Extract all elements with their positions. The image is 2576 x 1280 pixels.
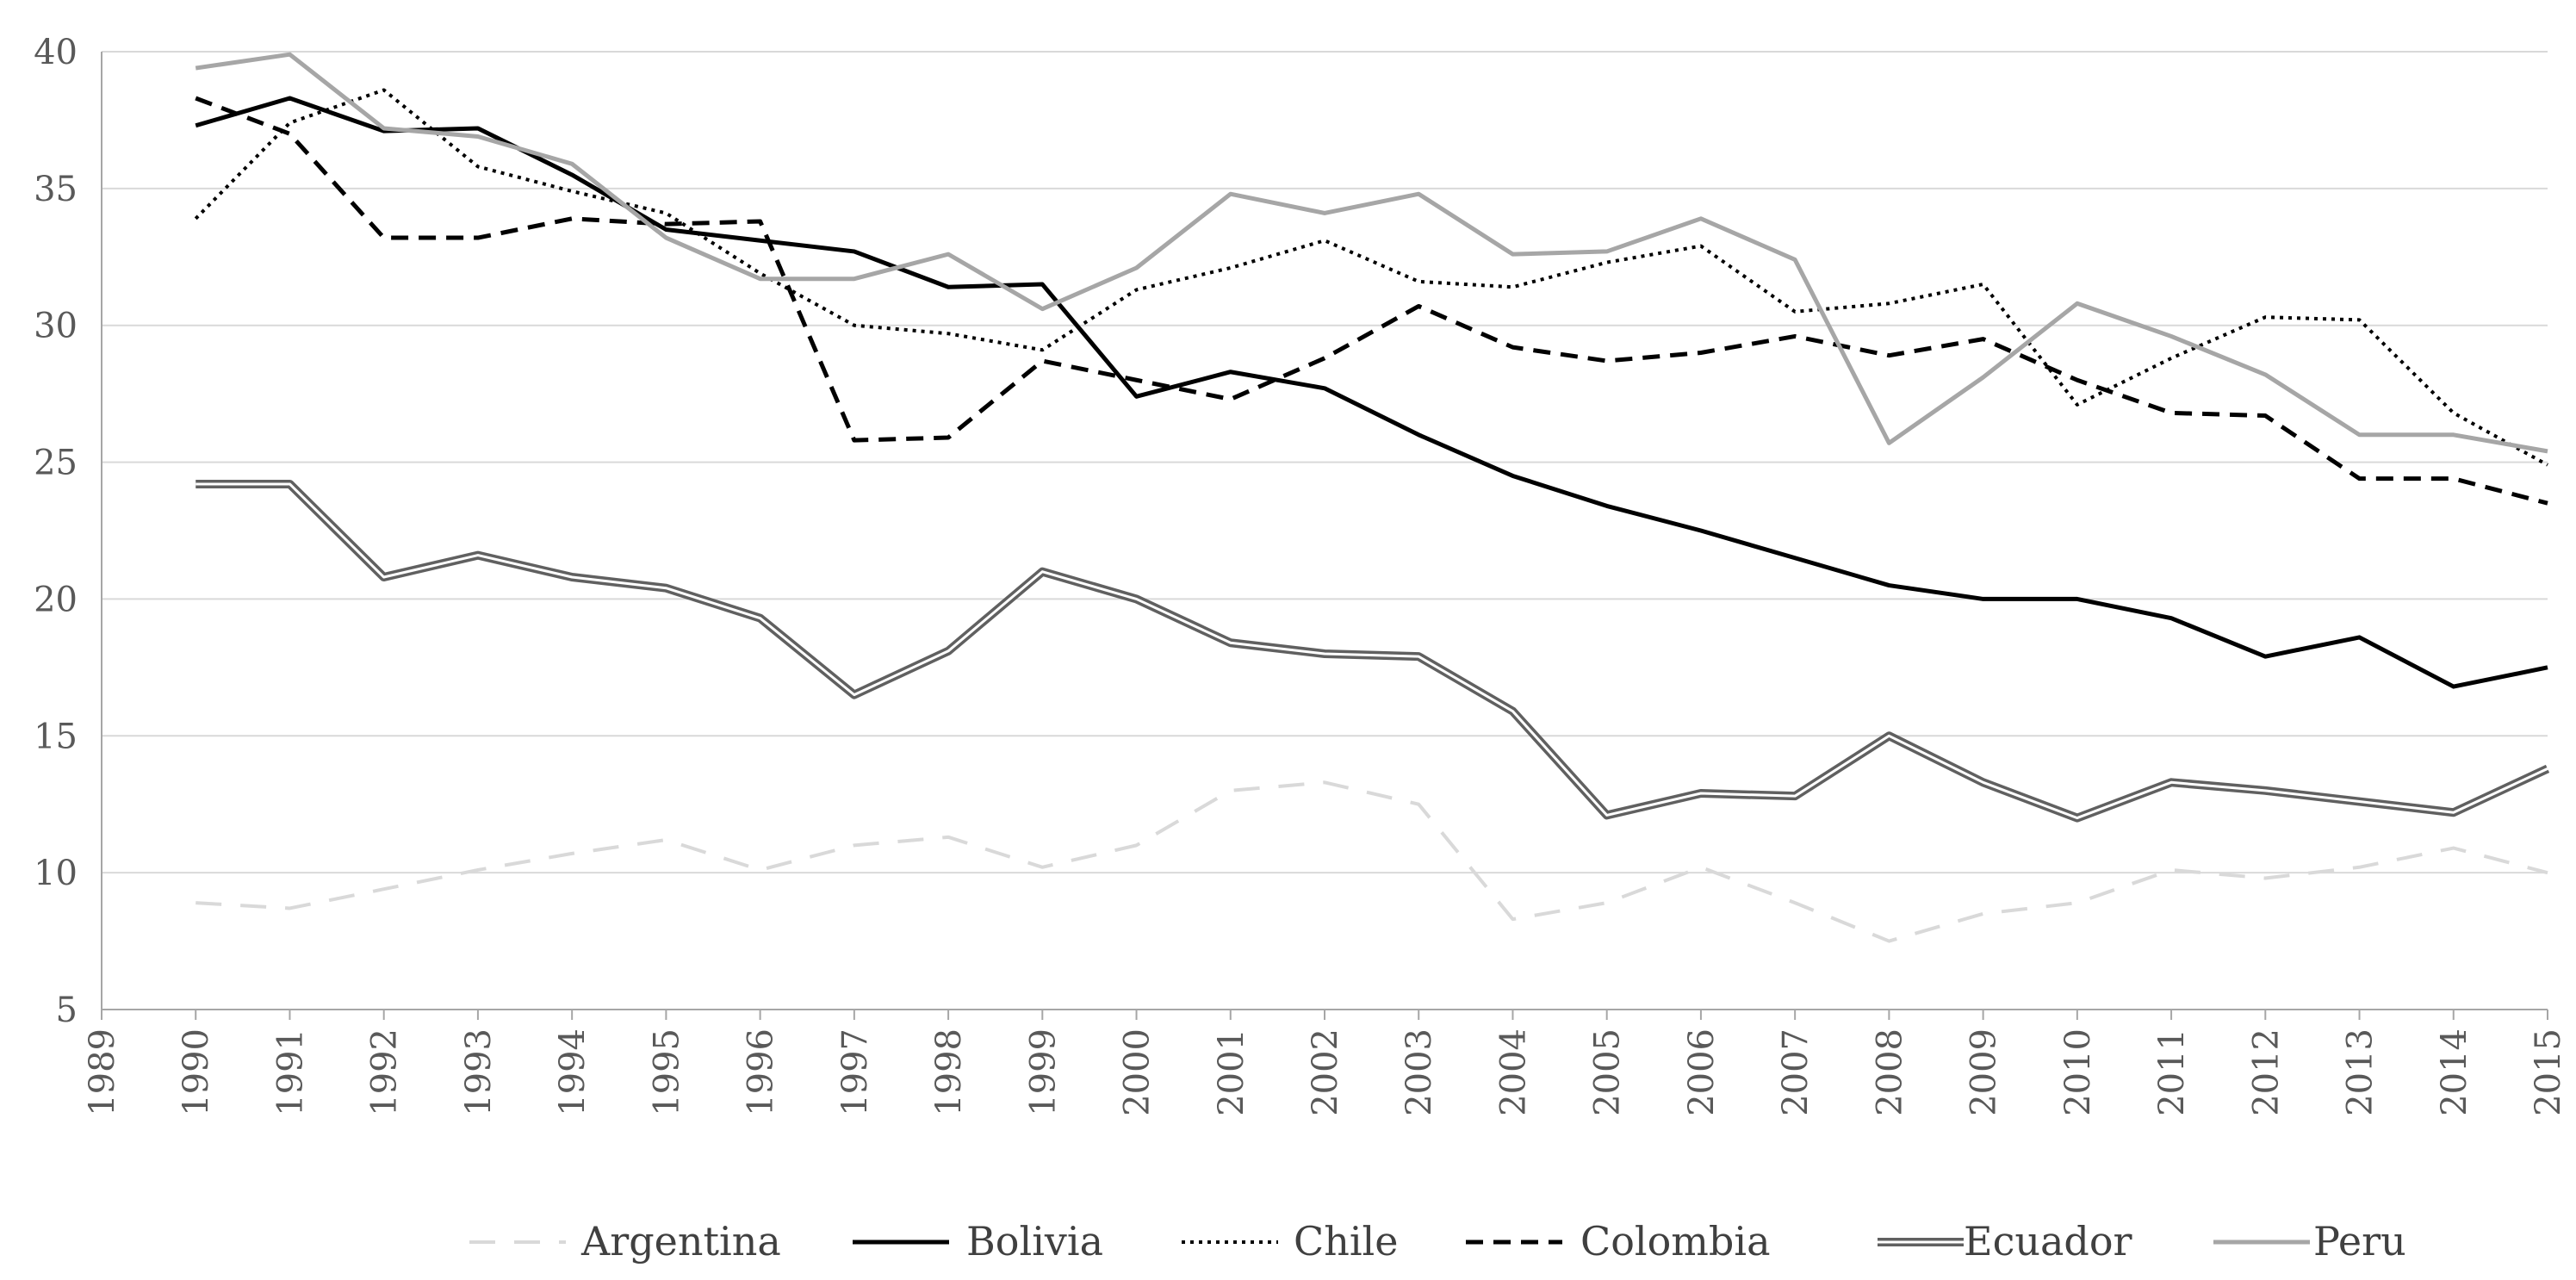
y-tick-label: 10 [34, 854, 78, 893]
series-line-ecuador [196, 479, 2550, 823]
data-point-colombia [383, 238, 384, 239]
data-point-colombia [1230, 399, 1231, 400]
legend-item-ecuador: Ecuador [1878, 1218, 2132, 1264]
data-point-argentina [1606, 903, 1607, 904]
x-tick-label: 1989 [83, 1028, 122, 1116]
x-tick-label: 2003 [1400, 1028, 1439, 1116]
legend-label-ecuador: Ecuador [1964, 1218, 2132, 1264]
legend-item-peru: Peru [2213, 1218, 2406, 1264]
data-point-argentina [2076, 903, 2077, 904]
y-tick-label: 40 [34, 33, 78, 72]
x-tick-label: 2004 [1493, 1028, 1533, 1116]
y-tick-label: 5 [56, 991, 78, 1030]
legend-label-peru: Peru [2313, 1218, 2406, 1264]
x-tick-label: 1994 [553, 1028, 593, 1116]
x-tick-label: 1991 [270, 1028, 310, 1116]
y-tick-label: 15 [34, 717, 78, 756]
x-tick-label: 2014 [2435, 1028, 2474, 1116]
data-point-argentina [1230, 790, 1231, 791]
series-line-colombia [195, 96, 2548, 506]
x-tick-label: 1998 [929, 1028, 969, 1116]
x-tick-label: 2000 [1118, 1028, 1158, 1116]
y-tick-label: 30 [34, 307, 78, 346]
x-tick-label: 2013 [2341, 1028, 2380, 1116]
y-tick-label: 25 [34, 444, 78, 483]
axes: 5 10 15 20 25 30 35 40 1989 1990 1991 1992 1993 1994 1… [34, 33, 2568, 1116]
series-lines [194, 52, 2550, 943]
x-tick-label: 1995 [647, 1028, 686, 1116]
legend-item-chile: Chile [1182, 1218, 1398, 1264]
data-point-argentina [666, 840, 667, 841]
y-tick-label: 20 [34, 580, 78, 619]
data-point-chile [1418, 281, 1419, 282]
data-point-colombia [1606, 361, 1607, 362]
series-line-bolivia [195, 96, 2548, 689]
legend-label-chile: Chile [1294, 1218, 1398, 1264]
data-point-chile [666, 213, 667, 214]
data-point-chile [289, 122, 290, 123]
x-tick-label: 2007 [1776, 1028, 1816, 1116]
x-tick-label: 2008 [1870, 1028, 1909, 1116]
x-tick-label: 1992 [365, 1028, 405, 1116]
series-line-ecuador-inner [196, 482, 2548, 820]
x-tick-label: 2010 [2058, 1028, 2098, 1116]
data-point-chile [1512, 287, 1513, 288]
x-tick-label: 1990 [177, 1028, 216, 1116]
legend-item-argentina: Argentina [469, 1218, 781, 1264]
x-tick-label: 1999 [1023, 1028, 1063, 1116]
data-point-argentina [2171, 869, 2172, 870]
data-point-colombia [2453, 478, 2454, 479]
x-tick-label: 2005 [1588, 1028, 1628, 1116]
x-tick-label: 2015 [2529, 1028, 2568, 1116]
legend-item-colombia: Colombia [1466, 1218, 1771, 1264]
legend-label-argentina: Argentina [580, 1218, 781, 1264]
x-tick-label: 1996 [742, 1028, 781, 1116]
y-tick-label: 35 [34, 170, 78, 209]
x-tick-label: 2006 [1682, 1028, 1722, 1116]
x-tick-label: 2001 [1212, 1028, 1251, 1116]
x-tick-label: 1997 [835, 1028, 875, 1116]
legend-label-bolivia: Bolivia [966, 1218, 1103, 1264]
data-point-chile [572, 191, 573, 192]
x-tick-label: 2011 [2152, 1028, 2192, 1116]
x-tick-label: 2009 [1965, 1028, 2004, 1116]
series-line-argentina [196, 780, 2548, 943]
series-line-peru [195, 52, 2548, 454]
x-tick-label: 2012 [2246, 1028, 2286, 1116]
x-tick-label: 2002 [1306, 1028, 1345, 1116]
legend-label-colombia: Colombia [1580, 1218, 1771, 1264]
series-line-chile [194, 88, 2548, 467]
legend-item-bolivia: Bolivia [853, 1218, 1103, 1264]
x-tick-label: 1993 [459, 1028, 499, 1116]
gridlines [102, 51, 2548, 874]
legend: Argentina Bolivia Chile Colombia Ecuador Peru [469, 1218, 2406, 1264]
data-point-colombia [1042, 361, 1043, 362]
